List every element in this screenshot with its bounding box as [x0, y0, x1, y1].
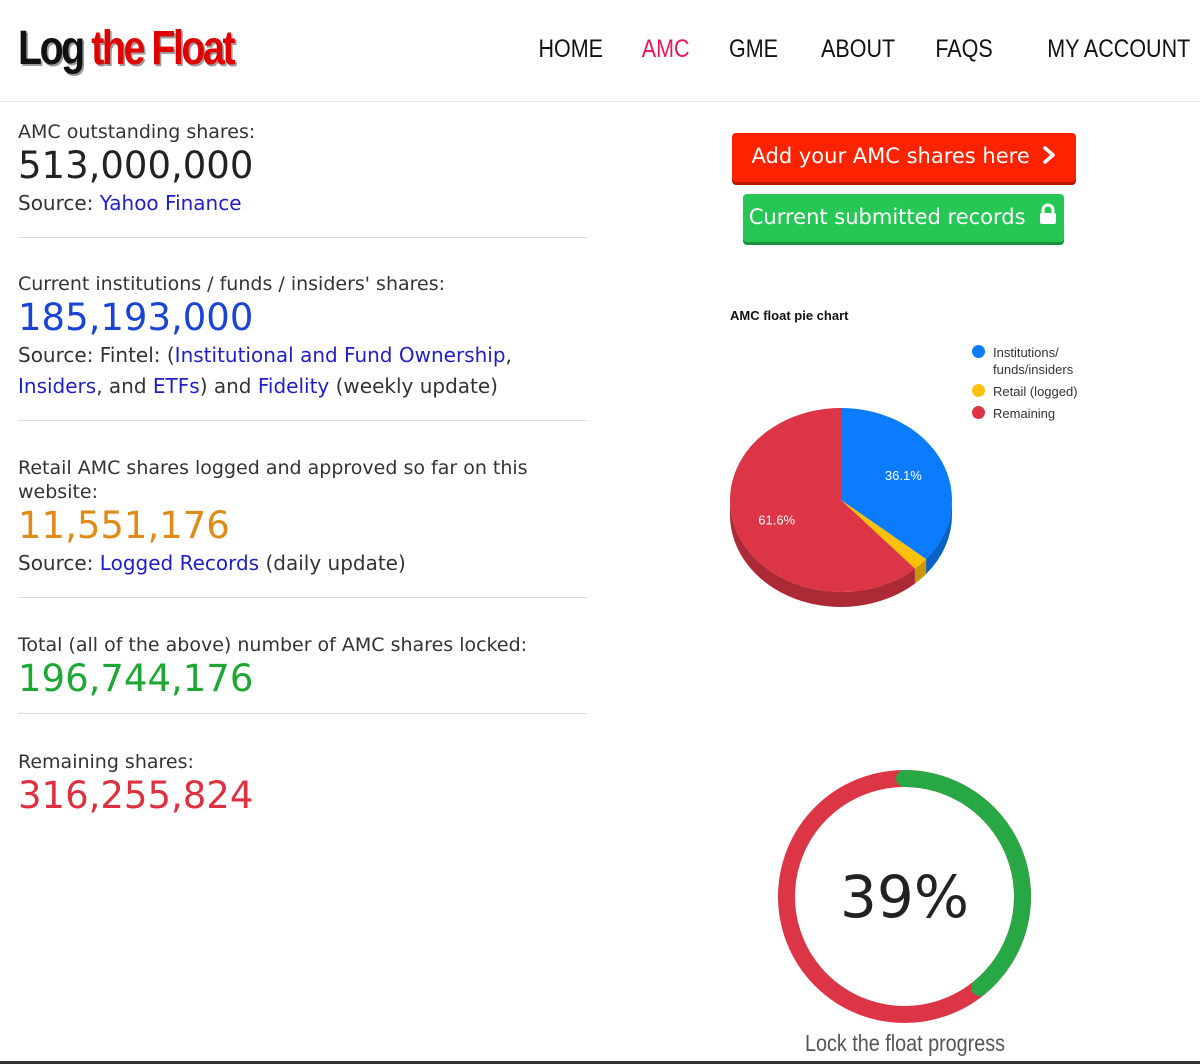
- stat-source: Source: Logged Records (daily update): [18, 548, 587, 579]
- stat-value: 185,193,000: [18, 296, 254, 339]
- progress-caption: Lock the float progress: [804, 1030, 1006, 1056]
- submitted-records-button[interactable]: Current submitted records: [743, 194, 1064, 242]
- legend-marker: [972, 345, 985, 358]
- stat-label: Total (all of the above) number of AMC s…: [18, 634, 528, 656]
- submitted-records-label: Current submitted records: [748, 205, 1026, 229]
- pie-value-label-0: 36.1%: [885, 468, 922, 483]
- chart-title: AMC float pie chart: [730, 308, 849, 323]
- stat-institutions: Current institutions / funds / insiders'…: [18, 238, 587, 421]
- chart-legend: Institutions/ funds/insiders Retail (logg…: [972, 344, 1103, 427]
- chevron-right-icon: [1042, 134, 1056, 181]
- stat-label: Retail AMC shares logged and approved so…: [18, 457, 528, 503]
- source-suffix: (weekly update): [329, 374, 498, 398]
- stat-value: 11,551,176: [18, 504, 230, 547]
- logo-text-log: Log: [18, 22, 85, 75]
- stat-label: Remaining shares:: [18, 751, 194, 773]
- nav-amc[interactable]: AMC: [642, 35, 690, 63]
- legend-label: Retail (logged): [993, 384, 1078, 399]
- nav-gme[interactable]: GME: [728, 35, 778, 63]
- source-prefix: Source:: [18, 191, 100, 215]
- legend-label: Remaining: [993, 406, 1056, 421]
- source-separator: , and: [96, 374, 153, 398]
- stat-source: Source: Fintel: (Institutional and Fund …: [18, 340, 538, 402]
- nav-about[interactable]: ABOUT: [821, 35, 896, 63]
- source-prefix: Source:: [18, 551, 100, 575]
- add-shares-button[interactable]: Add your AMC shares here: [732, 133, 1076, 182]
- logged-records-link[interactable]: Logged Records: [99, 551, 260, 575]
- stats-column: AMC outstanding shares: 513,000,000 Sour…: [18, 101, 587, 818]
- source-prefix: Source: Fintel: (: [18, 343, 175, 367]
- pie-value-label-2: 61.6%: [758, 512, 795, 527]
- nav-my-account[interactable]: MY ACCOUNT: [1047, 35, 1190, 63]
- nav-home[interactable]: HOME: [538, 35, 604, 63]
- pie-chart: AMC float pie chart 36.1% 61.6% Instituti…: [720, 300, 1140, 620]
- pie-slice-side-2: [730, 500, 915, 607]
- source-separator: ,: [505, 343, 512, 367]
- stat-remaining: Remaining shares: 316,255,824: [18, 714, 587, 818]
- legend-item-1[interactable]: Retail (logged): [972, 383, 1103, 400]
- legend-item-2[interactable]: Remaining: [972, 405, 1103, 422]
- legend-marker: [972, 406, 985, 419]
- add-shares-label: Add your AMC shares here: [751, 144, 1030, 168]
- lock-icon: [1038, 195, 1058, 242]
- bottom-divider: [0, 1061, 1200, 1064]
- legend-label: Institutions/ funds/insiders: [993, 345, 1074, 377]
- etfs-link[interactable]: ETFs: [152, 374, 200, 398]
- stat-value: 316,255,824: [18, 774, 254, 817]
- pie-slice-side-1: [914, 559, 927, 584]
- stat-label: AMC outstanding shares:: [18, 121, 256, 143]
- stat-outstanding: AMC outstanding shares: 513,000,000 Sour…: [18, 101, 587, 238]
- progress-ring-locked: [896, 770, 1031, 996]
- stat-label: Current institutions / funds / insiders'…: [18, 273, 446, 295]
- progress-ring-svg: [778, 770, 1031, 1023]
- insiders-link[interactable]: Insiders: [18, 374, 97, 398]
- pie-chart-svg: 36.1% 61.6%: [730, 408, 952, 607]
- stat-source: Source: Yahoo Finance: [18, 188, 587, 219]
- site-logo[interactable]: Log the Float: [18, 20, 236, 78]
- progress-percent: 39%: [840, 862, 969, 931]
- stat-value: 513,000,000: [18, 144, 254, 187]
- stat-total: Total (all of the above) number of AMC s…: [18, 598, 587, 714]
- legend-marker: [972, 384, 985, 397]
- logo-text-the-float: the Float: [91, 22, 235, 75]
- stat-retail: Retail AMC shares logged and approved so…: [18, 421, 587, 598]
- nav-faqs[interactable]: FAQS: [935, 35, 993, 63]
- source-separator: ) and: [199, 374, 258, 398]
- pie-slice-1[interactable]: [841, 500, 927, 569]
- stat-value: 196,744,176: [18, 657, 254, 700]
- source-suffix: (daily update): [259, 551, 406, 575]
- main-nav: HOME AMC GME ABOUT FAQS MY ACCOUNT: [497, 30, 1190, 68]
- float-progress-ring: 39%: [777, 769, 1032, 1024]
- legend-item-0[interactable]: Institutions/ funds/insiders: [972, 344, 1103, 378]
- pie-slice-2[interactable]: [730, 408, 915, 592]
- pie-slice-0[interactable]: [841, 408, 952, 560]
- yahoo-finance-link[interactable]: Yahoo Finance: [99, 191, 242, 215]
- institutional-ownership-link[interactable]: Institutional and Fund Ownership: [174, 343, 506, 367]
- fidelity-link[interactable]: Fidelity: [257, 374, 330, 398]
- pie-slice-side-0: [926, 500, 952, 575]
- site-header: Log the Float HOME AMC GME ABOUT FAQS MY…: [0, 0, 1200, 102]
